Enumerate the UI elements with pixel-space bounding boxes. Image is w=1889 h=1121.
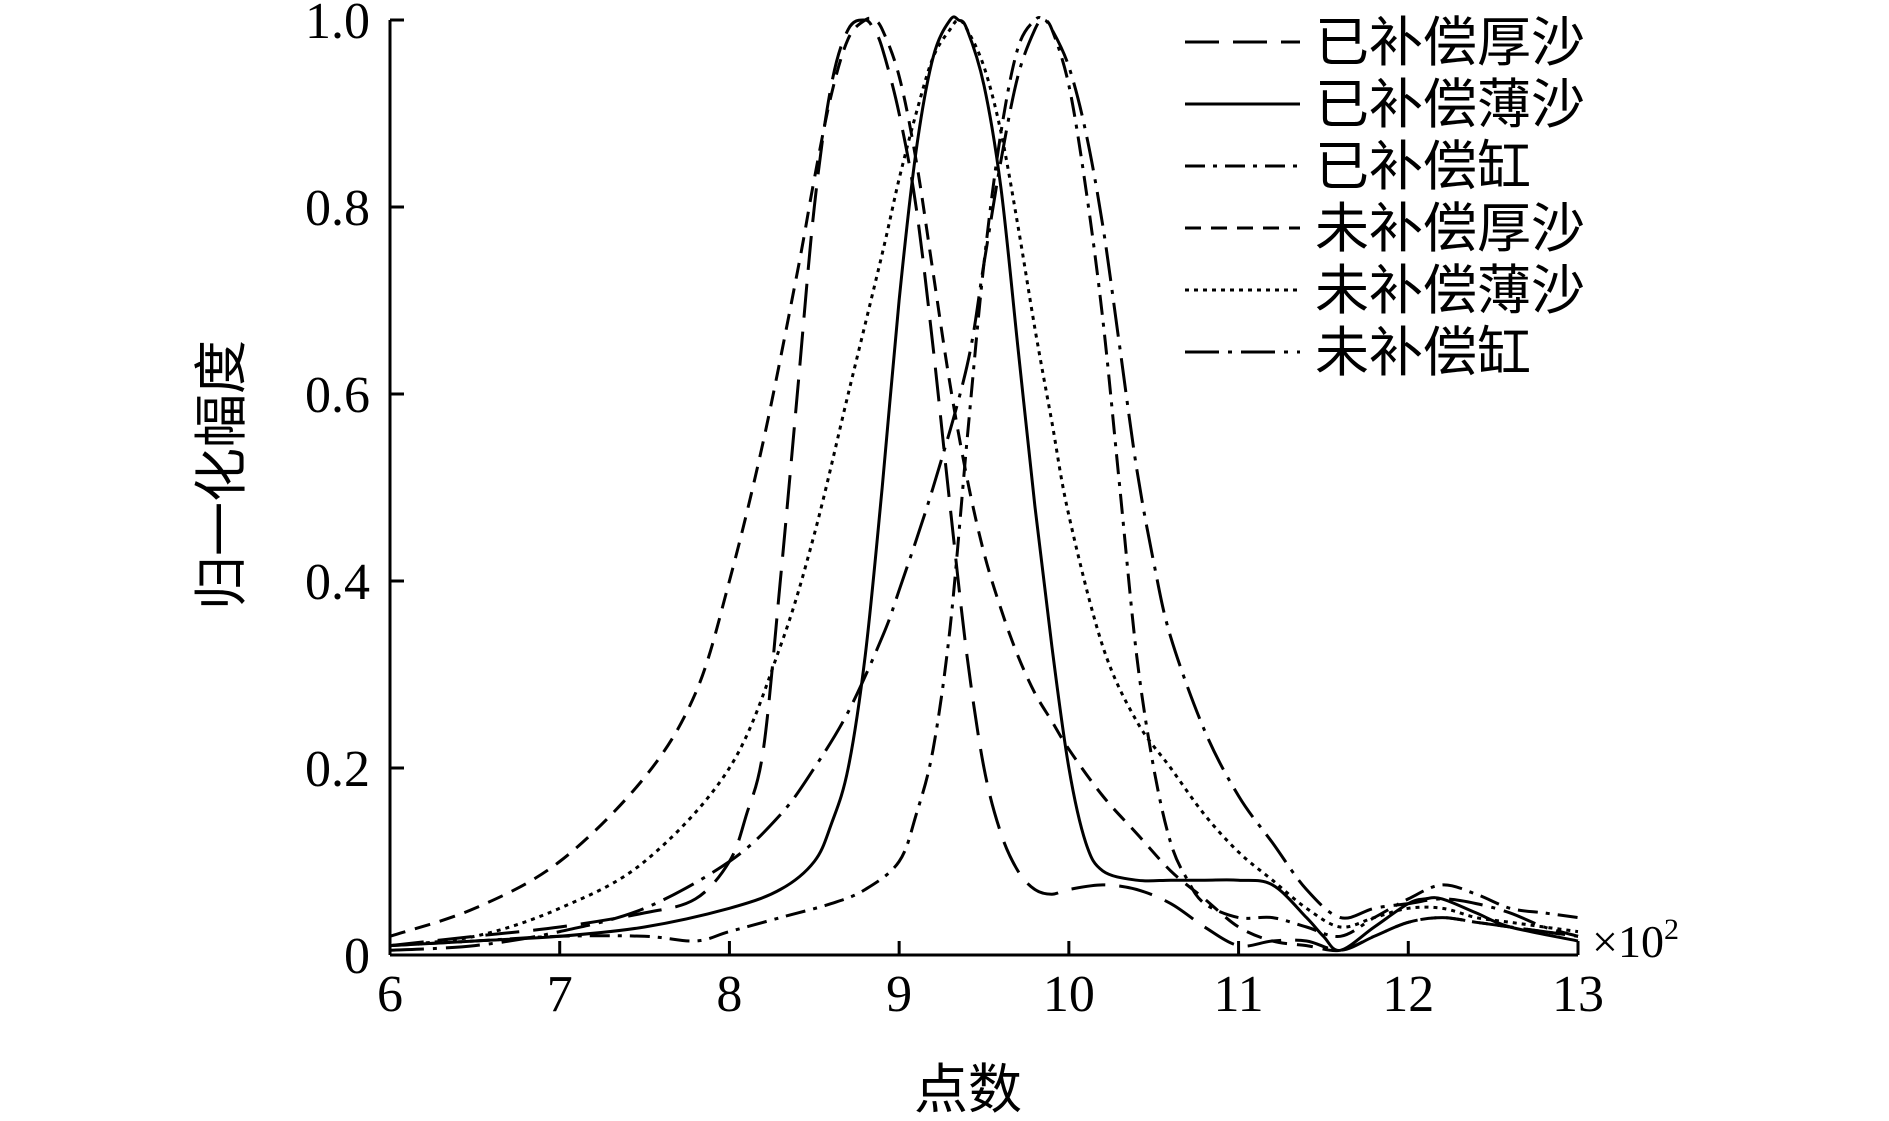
y-axis-title: 归一化幅度 [192, 340, 252, 610]
x-multiplier: ×102 [1592, 913, 1679, 967]
y-tick-label: 0 [344, 928, 370, 985]
legend-label: 未补偿厚沙 [1315, 199, 1585, 259]
legend-label: 未补偿缸 [1315, 323, 1531, 383]
x-tick-label: 11 [1214, 966, 1264, 1023]
x-tick-label: 12 [1382, 966, 1434, 1023]
x-tick-label: 8 [716, 966, 742, 1023]
x-axis-title: 点数 [914, 1060, 1022, 1120]
legend-label: 未补偿薄沙 [1315, 261, 1585, 321]
y-tick-label: 0.4 [305, 554, 370, 611]
x-multiplier-base: ×10 [1592, 916, 1664, 967]
x-tick-label: 9 [886, 966, 912, 1023]
y-tick-label: 0.2 [305, 741, 370, 798]
legend-label: 已补偿缸 [1315, 137, 1531, 197]
y-tick-label: 0.6 [305, 367, 370, 424]
y-tick-label: 1.0 [305, 0, 370, 50]
y-tick-label: 0.8 [305, 180, 370, 237]
x-ticks: 6 7 8 9 10 11 12 13 [377, 941, 1604, 1023]
x-tick-label: 7 [547, 966, 573, 1023]
x-multiplier-exponent: 2 [1664, 913, 1679, 946]
x-tick-label: 10 [1043, 966, 1095, 1023]
x-tick-label: 6 [377, 966, 403, 1023]
x-tick-label: 13 [1552, 966, 1604, 1023]
legend-label: 已补偿厚沙 [1315, 13, 1585, 73]
legend-label: 已补偿薄沙 [1315, 75, 1585, 135]
